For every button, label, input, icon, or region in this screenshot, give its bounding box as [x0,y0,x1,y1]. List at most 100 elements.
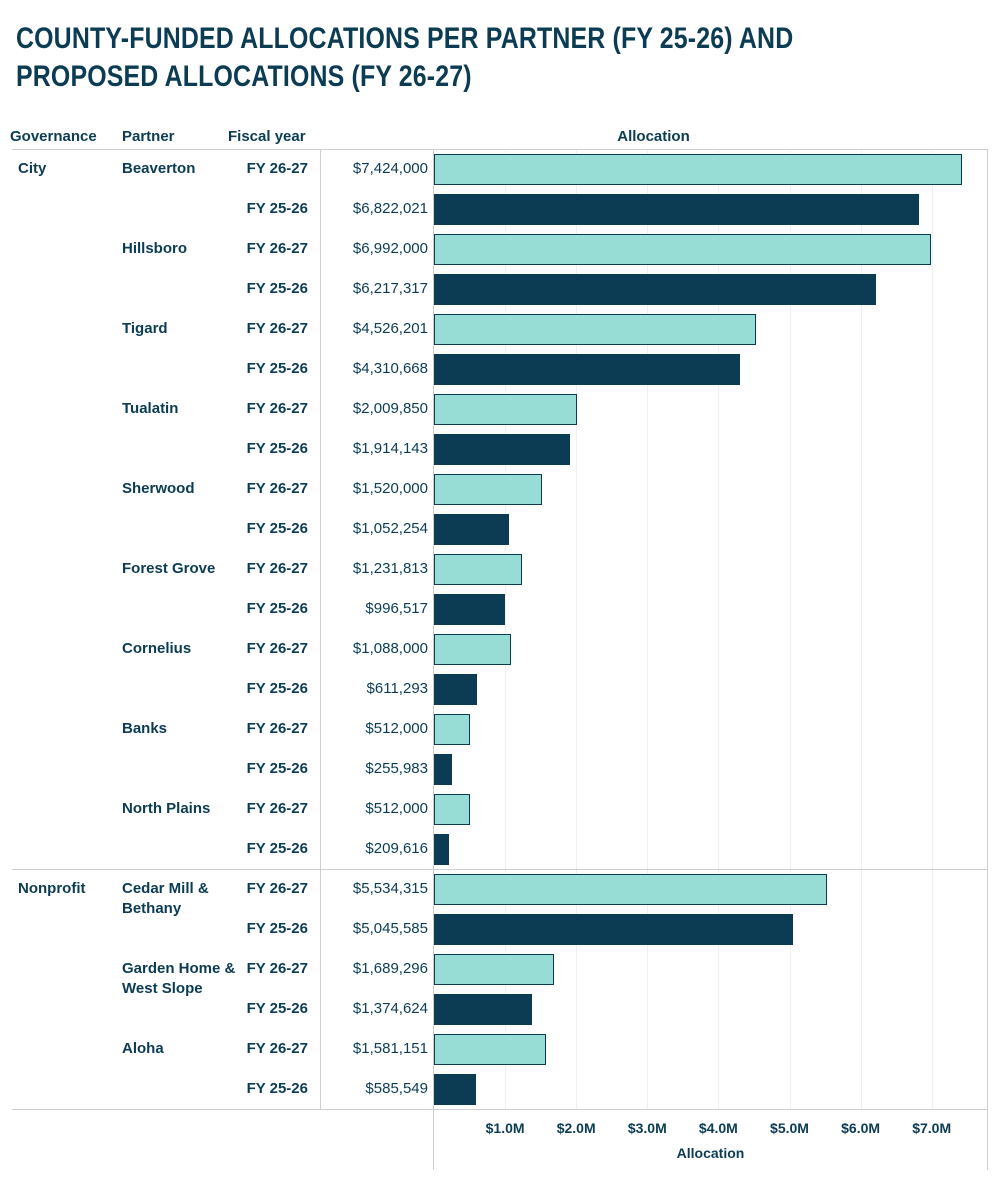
partner-label: Cornelius [122,640,192,657]
fiscal-year-label: FY 25-26 [246,1000,308,1017]
x-tick-label: $7.0M [912,1120,952,1136]
header-partner[interactable]: Partner [122,128,175,145]
header-governance[interactable]: Governance [10,128,97,145]
partner-label: Cedar Mill & Bethany [122,880,209,917]
x-tick-label: $1.0M [485,1120,525,1136]
bar-fy-26-27[interactable] [434,474,543,505]
chart-title-line-2: PROPOSED ALLOCATIONS (FY 26-27) [16,60,472,93]
bar-fy-26-27[interactable] [434,794,471,825]
bar-fy-26-27[interactable] [434,1034,547,1065]
gridline [718,149,720,1109]
bar-fy-25-26[interactable] [434,1074,476,1105]
partner-label: Hillsboro [122,240,188,257]
x-tick-label: $2.0M [556,1120,596,1136]
fiscal-year-label: FY 25-26 [246,360,308,377]
fiscal-year-label: FY 26-27 [246,160,308,177]
partner-label: Tualatin [122,400,179,417]
value-label: $585,549 [365,1080,428,1097]
value-label: $1,052,254 [352,520,428,537]
fiscal-year-label: FY 26-27 [246,720,308,737]
value-label: $6,992,000 [352,240,428,257]
value-label: $255,983 [365,760,428,777]
partner-label: Garden Home & West Slope [122,960,236,997]
gridline [576,149,578,1109]
value-label: $512,000 [365,720,428,737]
value-label: $512,000 [365,800,428,817]
bar-fy-26-27[interactable] [434,714,471,745]
value-label: $1,231,813 [352,560,428,577]
value-label: $4,310,668 [352,360,428,377]
partner-label: Sherwood [122,480,195,497]
table-top-border [12,149,988,150]
value-label: $611,293 [366,680,428,697]
fiscal-year-label: FY 26-27 [246,800,308,817]
group-divider [12,869,988,870]
fiscal-year-label: FY 26-27 [246,880,308,897]
fiscal-year-label: FY 26-27 [246,1040,308,1057]
bar-fy-25-26[interactable] [434,914,793,945]
column-divider [320,149,321,1109]
axis-line [433,149,434,1170]
value-label: $209,616 [365,840,428,857]
value-label: $1,520,000 [352,480,428,497]
bar-fy-26-27[interactable] [434,874,828,905]
right-border [987,149,988,1170]
fiscal-year-label: FY 26-27 [246,240,308,257]
bar-fy-25-26[interactable] [434,274,877,305]
value-label: $6,822,021 [352,200,428,217]
bar-fy-25-26[interactable] [434,754,453,785]
bar-fy-25-26[interactable] [434,434,571,465]
bar-fy-26-27[interactable] [434,154,962,185]
header-allocation[interactable]: Allocation [617,128,690,145]
fiscal-year-label: FY 25-26 [246,920,308,937]
bar-fy-26-27[interactable] [434,954,555,985]
bar-fy-26-27[interactable] [434,314,756,345]
bar-fy-25-26[interactable] [434,194,920,225]
bar-fy-25-26[interactable] [434,514,509,545]
gridline [505,149,507,1109]
fiscal-year-label: FY 25-26 [246,520,308,537]
fiscal-year-label: FY 25-26 [246,680,308,697]
value-label: $1,581,151 [352,1040,428,1057]
partner-label: Aloha [122,1040,164,1057]
x-tick-label: $4.0M [698,1120,738,1136]
value-label: $1,088,000 [352,640,428,657]
header-fiscal-year[interactable]: Fiscal year [228,128,306,145]
bar-fy-25-26[interactable] [434,674,478,705]
fiscal-year-label: FY 25-26 [246,1080,308,1097]
bar-fy-26-27[interactable] [434,234,932,265]
bar-fy-25-26[interactable] [434,594,505,625]
value-label: $1,689,296 [352,960,428,977]
partner-label: North Plains [122,800,211,817]
value-label: $5,045,585 [352,920,428,937]
partner-label: Forest Grove [122,560,216,577]
bar-fy-25-26[interactable] [434,994,532,1025]
bar-fy-26-27[interactable] [434,634,512,665]
chart-title-line-1: COUNTY-FUNDED ALLOCATIONS PER PARTNER (F… [16,22,794,55]
fiscal-year-label: FY 26-27 [246,320,308,337]
fiscal-year-label: FY 25-26 [246,600,308,617]
value-label: $1,374,624 [352,1000,428,1017]
gridline [789,149,791,1109]
fiscal-year-label: FY 26-27 [246,560,308,577]
bar-fy-26-27[interactable] [434,554,522,585]
fiscal-year-label: FY 26-27 [246,480,308,497]
bar-fy-26-27[interactable] [434,394,577,425]
governance-label: City [18,160,47,177]
x-tick-label: $6.0M [841,1120,881,1136]
fiscal-year-label: FY 25-26 [246,200,308,217]
bar-fy-25-26[interactable] [434,354,741,385]
bar-fy-25-26[interactable] [434,834,449,865]
partner-label: Beaverton [122,160,196,177]
x-tick-label: $5.0M [770,1120,809,1136]
fiscal-year-label: FY 25-26 [246,760,308,777]
gridline [931,149,933,1109]
fiscal-year-label: FY 25-26 [246,440,308,457]
fiscal-year-label: FY 25-26 [246,280,308,297]
value-label: $2,009,850 [352,400,428,417]
x-tick-label: $3.0M [627,1120,667,1136]
value-label: $1,914,143 [352,440,428,457]
partner-label: Tigard [122,320,168,337]
value-label: $5,534,315 [352,880,428,897]
value-label: $4,526,201 [352,320,428,337]
